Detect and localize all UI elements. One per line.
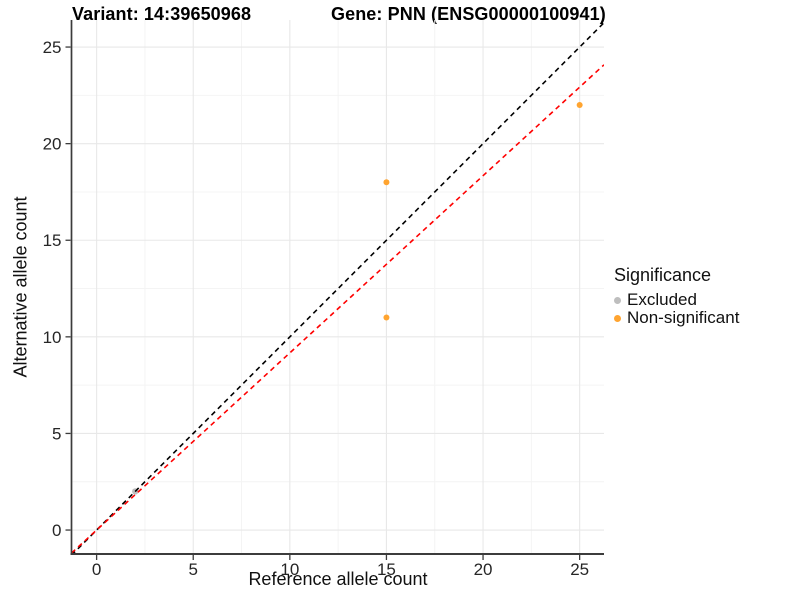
legend: Significance Excluded Non-significant — [614, 265, 739, 327]
data-point-non-significant — [383, 179, 390, 186]
x-tick-label: 0 — [92, 560, 101, 579]
x-tick-label: 10 — [280, 560, 299, 579]
legend-key-dot-icon — [614, 296, 621, 304]
x-tick-label: 25 — [570, 560, 589, 579]
legend-items: Excluded Non-significant — [614, 290, 740, 327]
legend-item-label: Non-significant — [627, 308, 740, 327]
plot-title-variant: Variant: 14:39650968 — [72, 4, 252, 24]
legend-item-label: Excluded — [627, 290, 697, 309]
legend-item: Excluded — [614, 290, 739, 309]
regression-line — [71, 64, 604, 554]
y-tick-label: 0 — [52, 521, 61, 540]
legend-title: Significance — [614, 265, 712, 285]
x-tick-label: 5 — [188, 560, 197, 579]
x-tick-label: 15 — [377, 560, 396, 579]
y-axis-title: Alternative allele count — [10, 196, 31, 378]
y-tick-label: 20 — [43, 135, 62, 154]
data-point-non-significant — [576, 102, 583, 109]
y-tick-label: 10 — [43, 328, 62, 347]
y-tick-label: 25 — [43, 38, 62, 57]
data-point-non-significant — [383, 314, 390, 321]
y-tick-label: 5 — [52, 424, 61, 443]
legend-item: Non-significant — [614, 308, 740, 327]
legend-key-dot-icon — [614, 314, 621, 322]
plot-title-gene: Gene: PNN (ENSG00000100941) — [331, 4, 606, 24]
y-tick-label: 15 — [43, 231, 62, 250]
x-tick-label: 20 — [474, 560, 493, 579]
x-axis-title: Reference allele count — [248, 569, 428, 589]
